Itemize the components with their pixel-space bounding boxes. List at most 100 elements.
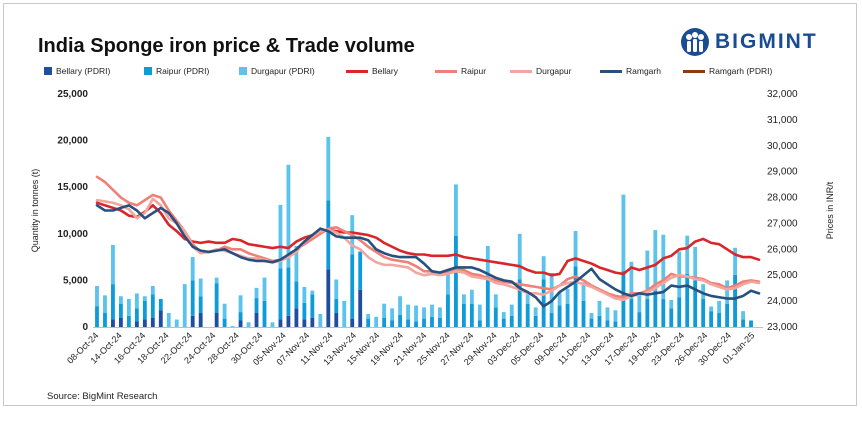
- bar-durgapur-pdri: [557, 291, 562, 306]
- bar-bellary-pdri: [190, 315, 195, 327]
- y-left-tick-label: 5,000: [63, 275, 88, 286]
- bar-raipur-pdri: [214, 283, 219, 314]
- bar-raipur-pdri: [422, 318, 426, 327]
- bar-durgapur-pdri: [653, 230, 658, 291]
- legend-label: Raipur: [461, 66, 487, 76]
- bigmint-logo-text: BIGMINT: [715, 30, 818, 53]
- bar-durgapur-pdri: [310, 290, 315, 295]
- y-right-tick-label: 24,000: [767, 296, 798, 307]
- bar-durgapur-pdri: [334, 279, 339, 300]
- bar-bellary-pdri: [254, 313, 259, 327]
- bar-durgapur-pdri: [246, 322, 251, 327]
- line-ramgarh: [95, 204, 761, 308]
- bar-bellary-pdri: [142, 319, 147, 327]
- bar-bellary-pdri: [134, 321, 139, 327]
- legend-label: Durgapur (PDRI): [251, 66, 315, 76]
- y-right-tick-label: 31,000: [767, 115, 798, 126]
- bar-raipur-pdri: [541, 279, 546, 327]
- bar-durgapur-pdri: [254, 287, 259, 299]
- bar-durgapur-pdri: [477, 304, 482, 321]
- bar-durgapur-pdri: [119, 296, 123, 304]
- bar-bellary-pdri: [150, 317, 155, 327]
- bar-raipur-pdri: [701, 299, 706, 327]
- bar-raipur-pdri: [438, 317, 442, 327]
- y-left-tick-label: 20,000: [57, 136, 88, 147]
- bar-raipur-pdri: [390, 320, 395, 327]
- bar-durgapur-pdri: [581, 282, 586, 301]
- bar-bellary-pdri: [358, 289, 363, 327]
- legend-item: Ramgarh (PDRI): [683, 66, 772, 76]
- bar-raipur-pdri: [525, 303, 530, 327]
- bar-durgapur-pdri: [294, 245, 299, 282]
- bar-raipur-pdri: [222, 318, 227, 327]
- bar-raipur-pdri: [733, 274, 737, 327]
- bar-raipur-pdri: [629, 299, 634, 327]
- legend-item: Ramgarh: [600, 66, 661, 76]
- bar-durgapur-pdri: [111, 244, 115, 285]
- y-right-tick-label: 23,000: [767, 322, 798, 333]
- bar-durgapur-pdri: [95, 285, 99, 307]
- bar-bellary-pdri: [294, 308, 299, 327]
- bar-durgapur-pdri: [406, 304, 410, 320]
- bar-raipur-pdri: [326, 200, 331, 270]
- bar-raipur-pdri: [302, 302, 307, 320]
- bar-durgapur-pdri: [174, 319, 179, 327]
- bar-durgapur-pdri: [613, 310, 618, 322]
- bar-raipur-pdri: [446, 294, 450, 327]
- bar-durgapur-pdri: [541, 256, 546, 280]
- bar-raipur-pdri: [111, 284, 115, 320]
- bar-raipur-pdri: [310, 294, 315, 318]
- bar-raipur-pdri: [286, 267, 291, 316]
- bar-raipur-pdri: [645, 299, 650, 327]
- bar-durgapur-pdri: [190, 257, 195, 281]
- bar-raipur-pdri: [238, 312, 243, 321]
- bar-durgapur-pdri: [461, 294, 466, 304]
- bar-durgapur-pdri: [669, 299, 674, 309]
- legend-swatch: [44, 67, 52, 75]
- bar-bellary-pdri: [214, 313, 219, 327]
- bar-raipur-pdri: [669, 308, 674, 327]
- bar-durgapur-pdri: [150, 285, 155, 295]
- bar-raipur-pdri: [190, 280, 195, 316]
- line-bellary: [95, 201, 761, 277]
- legend-label: Bellary: [372, 66, 398, 76]
- bar-raipur-pdri: [509, 315, 514, 327]
- bar-durgapur-pdri: [605, 307, 610, 321]
- bar-bellary-pdri: [326, 269, 331, 327]
- bar-durgapur-pdri: [525, 294, 530, 304]
- bar-durgapur-pdri: [573, 231, 578, 267]
- bar-raipur-pdri: [637, 312, 642, 327]
- bar-raipur-pdri: [454, 235, 458, 327]
- legend-item: Bellary: [346, 66, 398, 76]
- bar-durgapur-pdri: [637, 295, 642, 313]
- bar-durgapur-pdri: [533, 307, 538, 316]
- bar-durgapur-pdri: [565, 288, 570, 304]
- y-left-tick-label: 25,000: [57, 89, 88, 100]
- bar-raipur-pdri: [653, 290, 658, 327]
- bar-raipur-pdri: [142, 300, 147, 320]
- bar-raipur-pdri: [358, 251, 363, 290]
- y-left-axis-title: Quantity in tonnes (t): [30, 169, 40, 253]
- bar-raipur-pdri: [685, 273, 690, 327]
- legend-swatch: [435, 69, 457, 73]
- bar-bellary-pdri: [278, 319, 283, 327]
- bar-durgapur-pdri: [709, 306, 714, 312]
- bar-durgapur-pdri: [390, 308, 395, 321]
- bar-durgapur-pdri: [645, 250, 650, 300]
- bar-durgapur-pdri: [374, 316, 379, 327]
- bar-bellary-pdri: [198, 313, 203, 327]
- bar-raipur-pdri: [693, 280, 698, 327]
- bar-durgapur-pdri: [270, 322, 275, 327]
- bar-durgapur-pdri: [134, 293, 139, 309]
- y-right-tick-label: 28,000: [767, 193, 798, 204]
- y-right-tick-label: 25,000: [767, 270, 798, 281]
- bar-bellary-pdri: [350, 318, 355, 327]
- bar-raipur-pdri: [382, 317, 387, 327]
- bar-bellary-pdri: [310, 317, 315, 327]
- y-right-axis-title: Prices in INR/t: [825, 181, 835, 239]
- bar-raipur-pdri: [549, 313, 554, 327]
- bar-raipur-pdri: [366, 318, 371, 327]
- bar-raipur-pdri: [557, 305, 562, 327]
- bar-durgapur-pdri: [366, 313, 371, 319]
- bar-raipur-pdri: [406, 319, 410, 327]
